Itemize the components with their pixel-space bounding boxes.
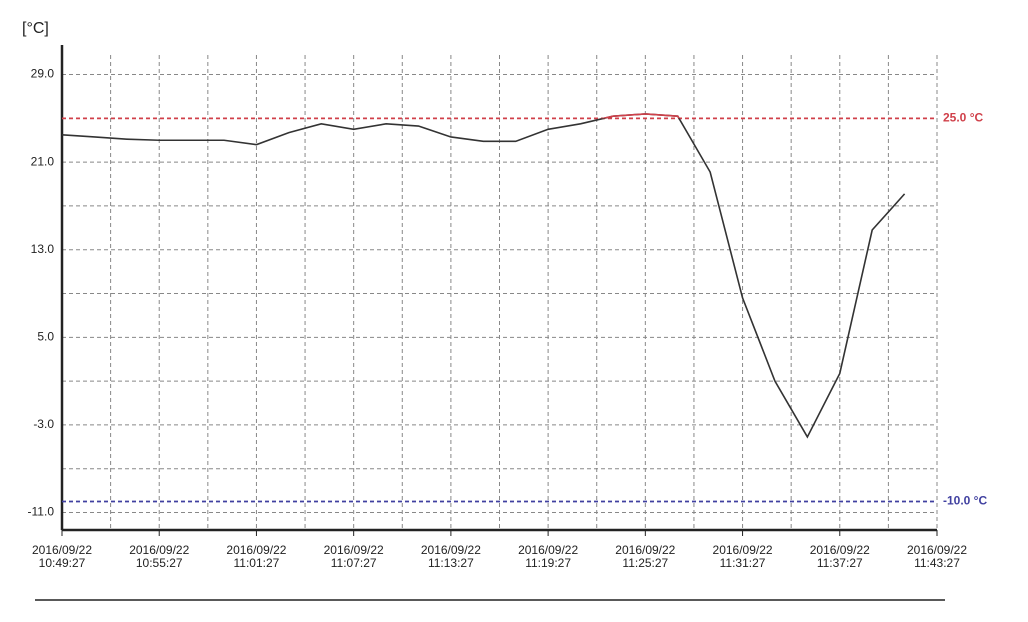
- x-tick-label: 2016/09/22 10:49:27: [31, 543, 93, 570]
- y-tick-label: 5.0: [37, 329, 54, 343]
- x-tick-label: 2016/09/22 11:37:27: [809, 543, 870, 570]
- x-tick-label: 2016/09/22 11:07:27: [323, 543, 384, 570]
- x-tick-label: 2016/09/22 11:01:27: [226, 543, 287, 570]
- y-tick-label: 13.0: [31, 242, 55, 256]
- x-tick-label: 2016/09/22 11:31:27: [712, 543, 773, 570]
- x-tick-label: 2016/09/22 10:55:27: [129, 543, 190, 570]
- y-tick-label: -11.0: [28, 505, 55, 519]
- x-tick-label: 2016/09/22 11:13:27: [420, 543, 481, 570]
- threshold-label: -10.0 °C: [943, 494, 987, 508]
- x-tick-label: 2016/09/22 11:25:27: [615, 543, 676, 570]
- y-tick-label: -3.0: [33, 417, 54, 431]
- y-tick-label: 21.0: [31, 154, 55, 168]
- x-tick-label: 2016/09/22 11:19:27: [518, 543, 579, 570]
- y-tick-label: 29.0: [31, 67, 55, 81]
- threshold-label: 25.0 °C: [943, 111, 983, 125]
- data-line: [61, 113, 906, 439]
- y-axis-label: [°C]: [22, 20, 49, 37]
- x-tick-label: 2016/09/22 11:43:27: [906, 543, 968, 570]
